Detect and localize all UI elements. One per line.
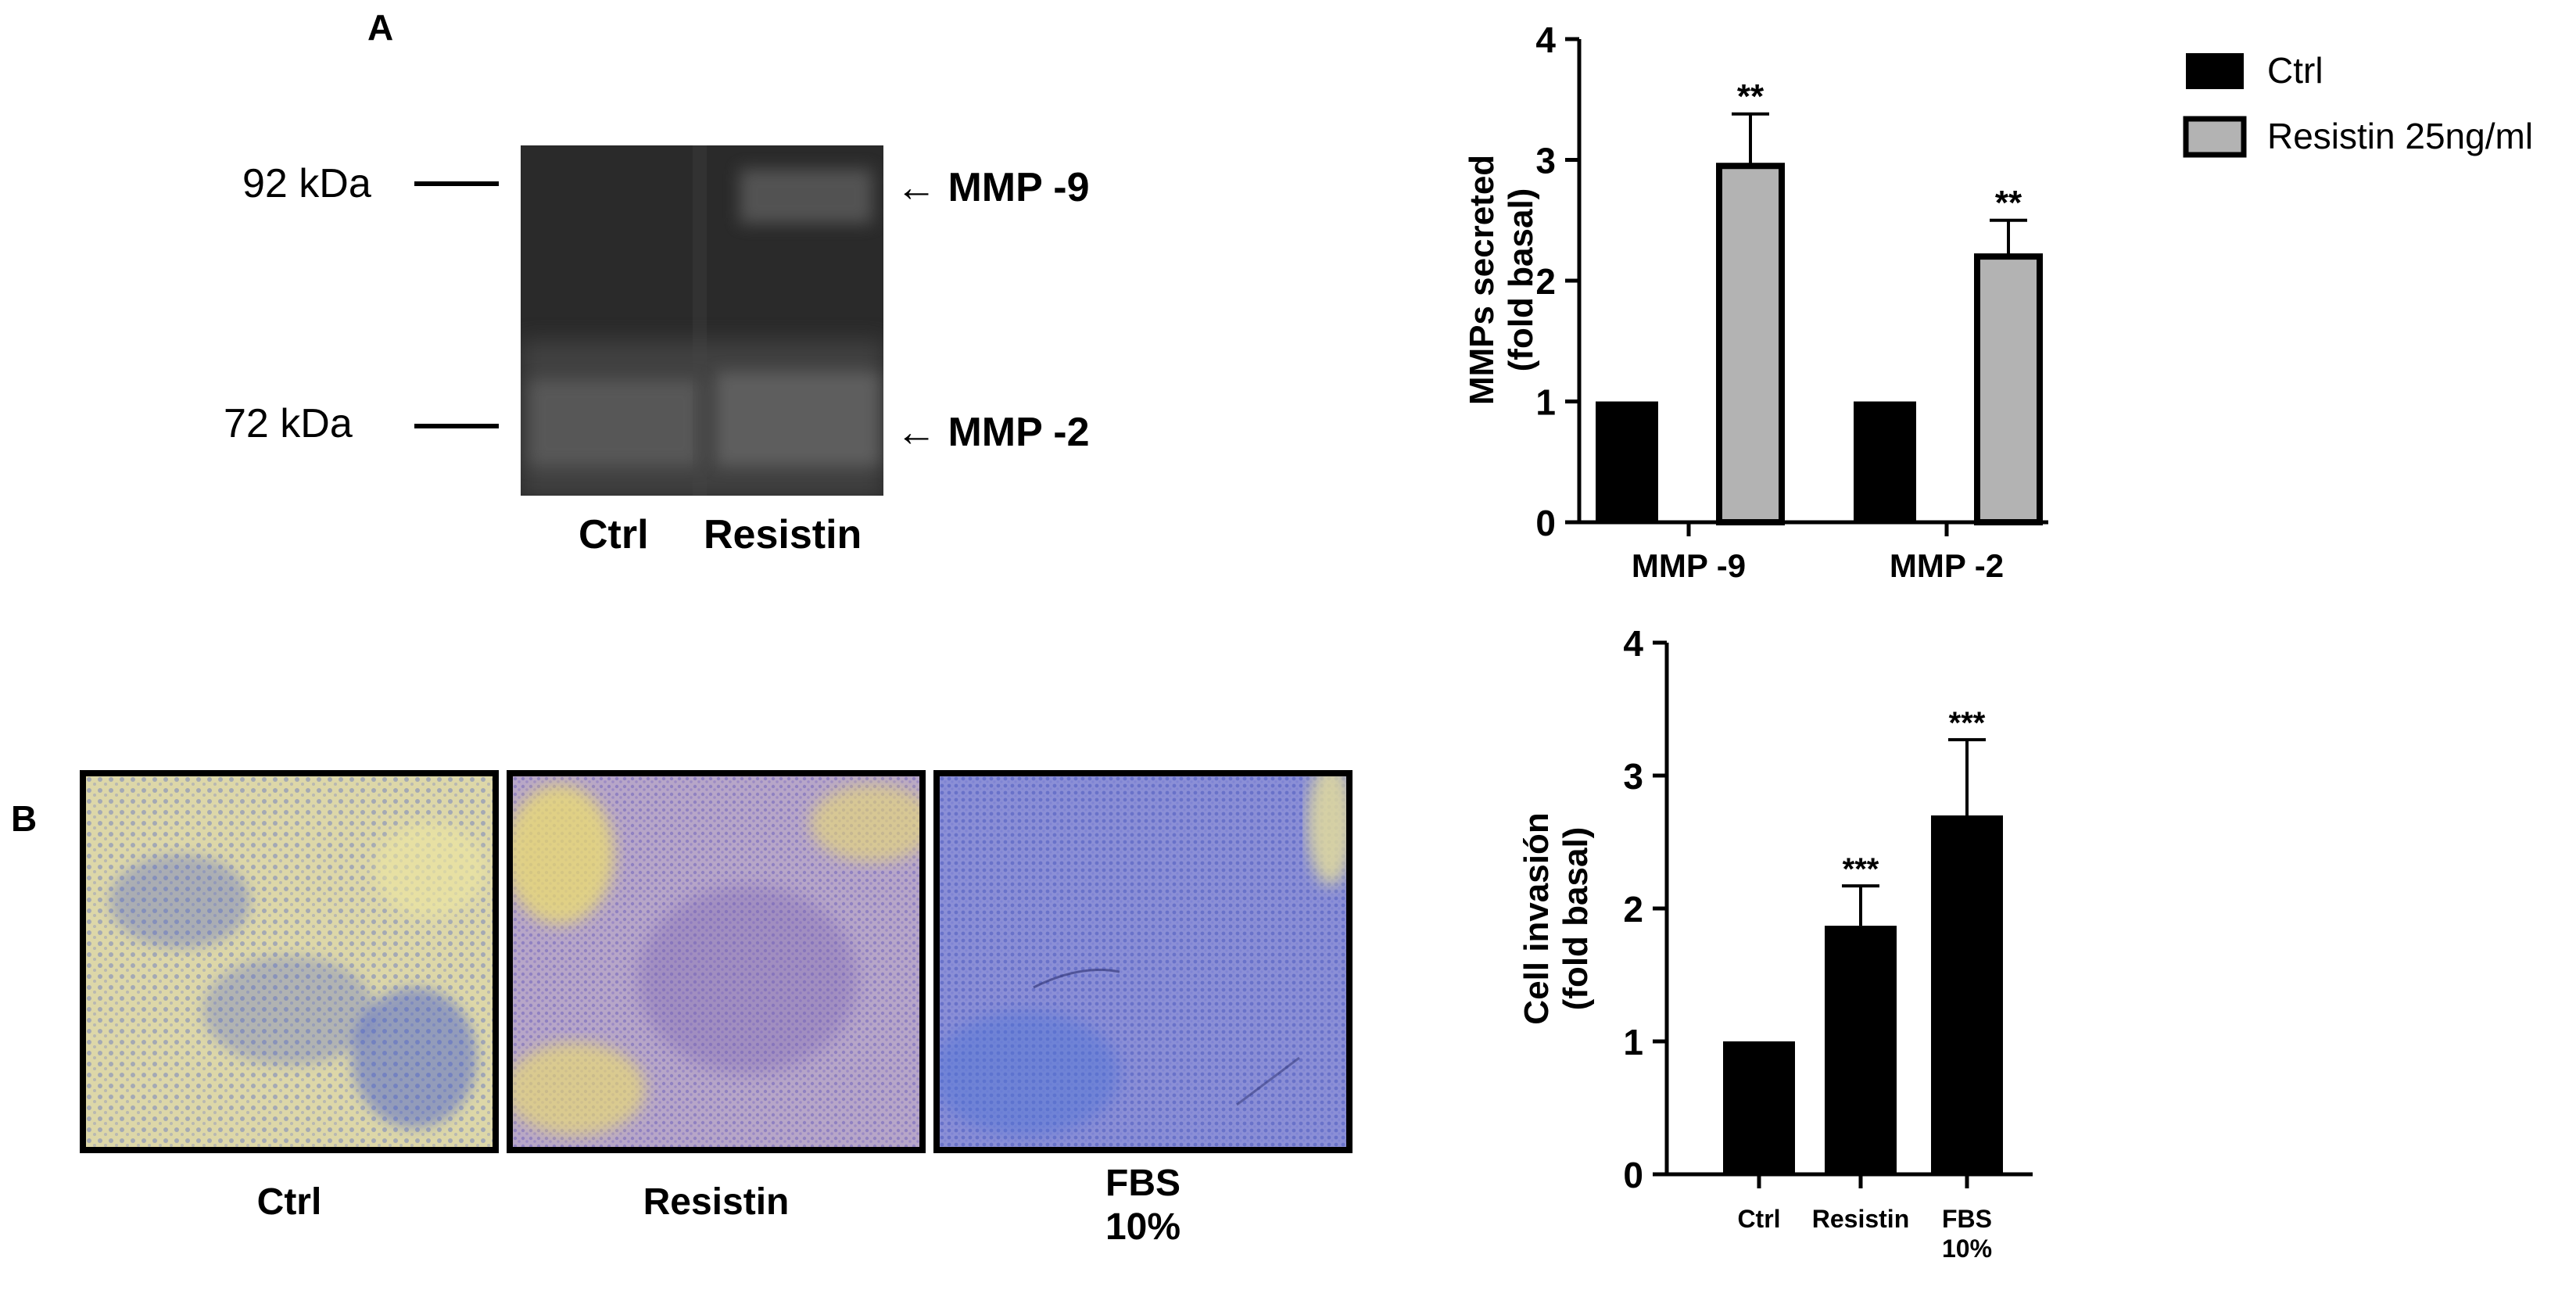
arrow-left-icon: ← [896,165,937,210]
y-tick-label: 1 [1623,1022,1643,1062]
y-axis-title: MMPs secreted (fold basal) [1463,155,1540,405]
arrow-left-icon: ← [896,410,937,455]
legend-label-0: Ctrl [2267,50,2323,91]
y-axis-title-line2: (fold basal) [1557,827,1595,1011]
y-tick-label: 1 [1535,382,1556,423]
micrograph-label-resistin: Resistin [643,1181,790,1223]
y-tick-label: 0 [1623,1155,1643,1195]
y-axis-title-line2: (fold basal) [1502,188,1540,372]
bar-1 [1825,926,1897,1174]
y-tick-label: 2 [1623,889,1643,930]
y-axis-title: Cell invasión (fold basal) [1517,812,1595,1024]
y-tick-label: 3 [1535,141,1556,181]
marker-label-72: 72 kDa [224,401,353,446]
x-tick-label: MMP -9 [1632,547,1746,584]
y-axis-title-line1: MMPs secreted [1463,155,1501,405]
zymogram-bands [521,145,883,496]
significance-label: *** [1843,852,1879,887]
lane-label-resistin: Resistin [704,512,862,557]
band-label-mmp2: ← MMP -2 [896,410,1090,455]
micrograph-label-ctrl: Ctrl [256,1181,322,1223]
y-tick-label: 3 [1623,756,1643,797]
bar-resistin-1 [1974,253,2043,525]
x-tick-label: Ctrl [1737,1205,1780,1233]
x-tick-label: MMP -2 [1890,547,2004,584]
y-tick-label: 4 [1623,623,1643,664]
lane-label-ctrl: Ctrl [579,512,649,557]
x-tick-label: FBS [1942,1205,1992,1233]
y-tick-label: 4 [1535,20,1556,60]
x-tick-sublabel: 10% [1942,1234,1992,1263]
legend-swatch-0 [2186,53,2244,89]
cell-invasion-bar-chart: 0 1 2 3 4 Cell invasión (fold basal) Ctrl *** Res… [1517,623,2033,1263]
legend-label-1: Resistin 25ng/ml [2267,116,2533,156]
marker-label-92: 92 kDa [242,161,371,206]
y-tick-label: 2 [1535,261,1556,302]
stain-pattern-resistin [513,776,919,1147]
micrograph-ctrl [80,770,499,1153]
stain-pattern-ctrl [86,776,493,1147]
significance-label: ** [1995,184,2022,222]
bar-0 [1723,1041,1795,1174]
bar-2 [1931,815,2003,1174]
y-axis-title-line1: Cell invasión [1517,812,1556,1024]
marker-line-92 [414,181,499,186]
micrograph-fbs [933,770,1352,1153]
micrograph-label-fbs: FBS 10% [1105,1163,1181,1248]
bar-ctrl-1 [1854,401,1916,522]
bar-resistin-0 [1716,163,1785,525]
significance-label: ** [1737,77,1765,116]
legend-swatch-1 [2183,116,2247,158]
x-tick-label: Resistin [1812,1205,1909,1233]
significance-label: *** [1949,706,1986,740]
panel-a-letter: A [367,7,394,48]
bar-ctrl-0 [1596,401,1658,522]
stain-pattern-fbs [940,776,1346,1147]
y-tick-label: 0 [1535,503,1556,543]
band-label-mmp9: ← MMP -9 [896,165,1090,210]
micrograph-resistin [507,770,926,1153]
mmps-secreted-bar-chart: 0 1 2 3 4 MMPs secreted (fold basal) ** ** MMP -9… [1463,20,2533,584]
panel-b-letter: B [11,798,38,839]
marker-line-72 [414,424,499,428]
zymogram-blot-image [521,145,883,496]
